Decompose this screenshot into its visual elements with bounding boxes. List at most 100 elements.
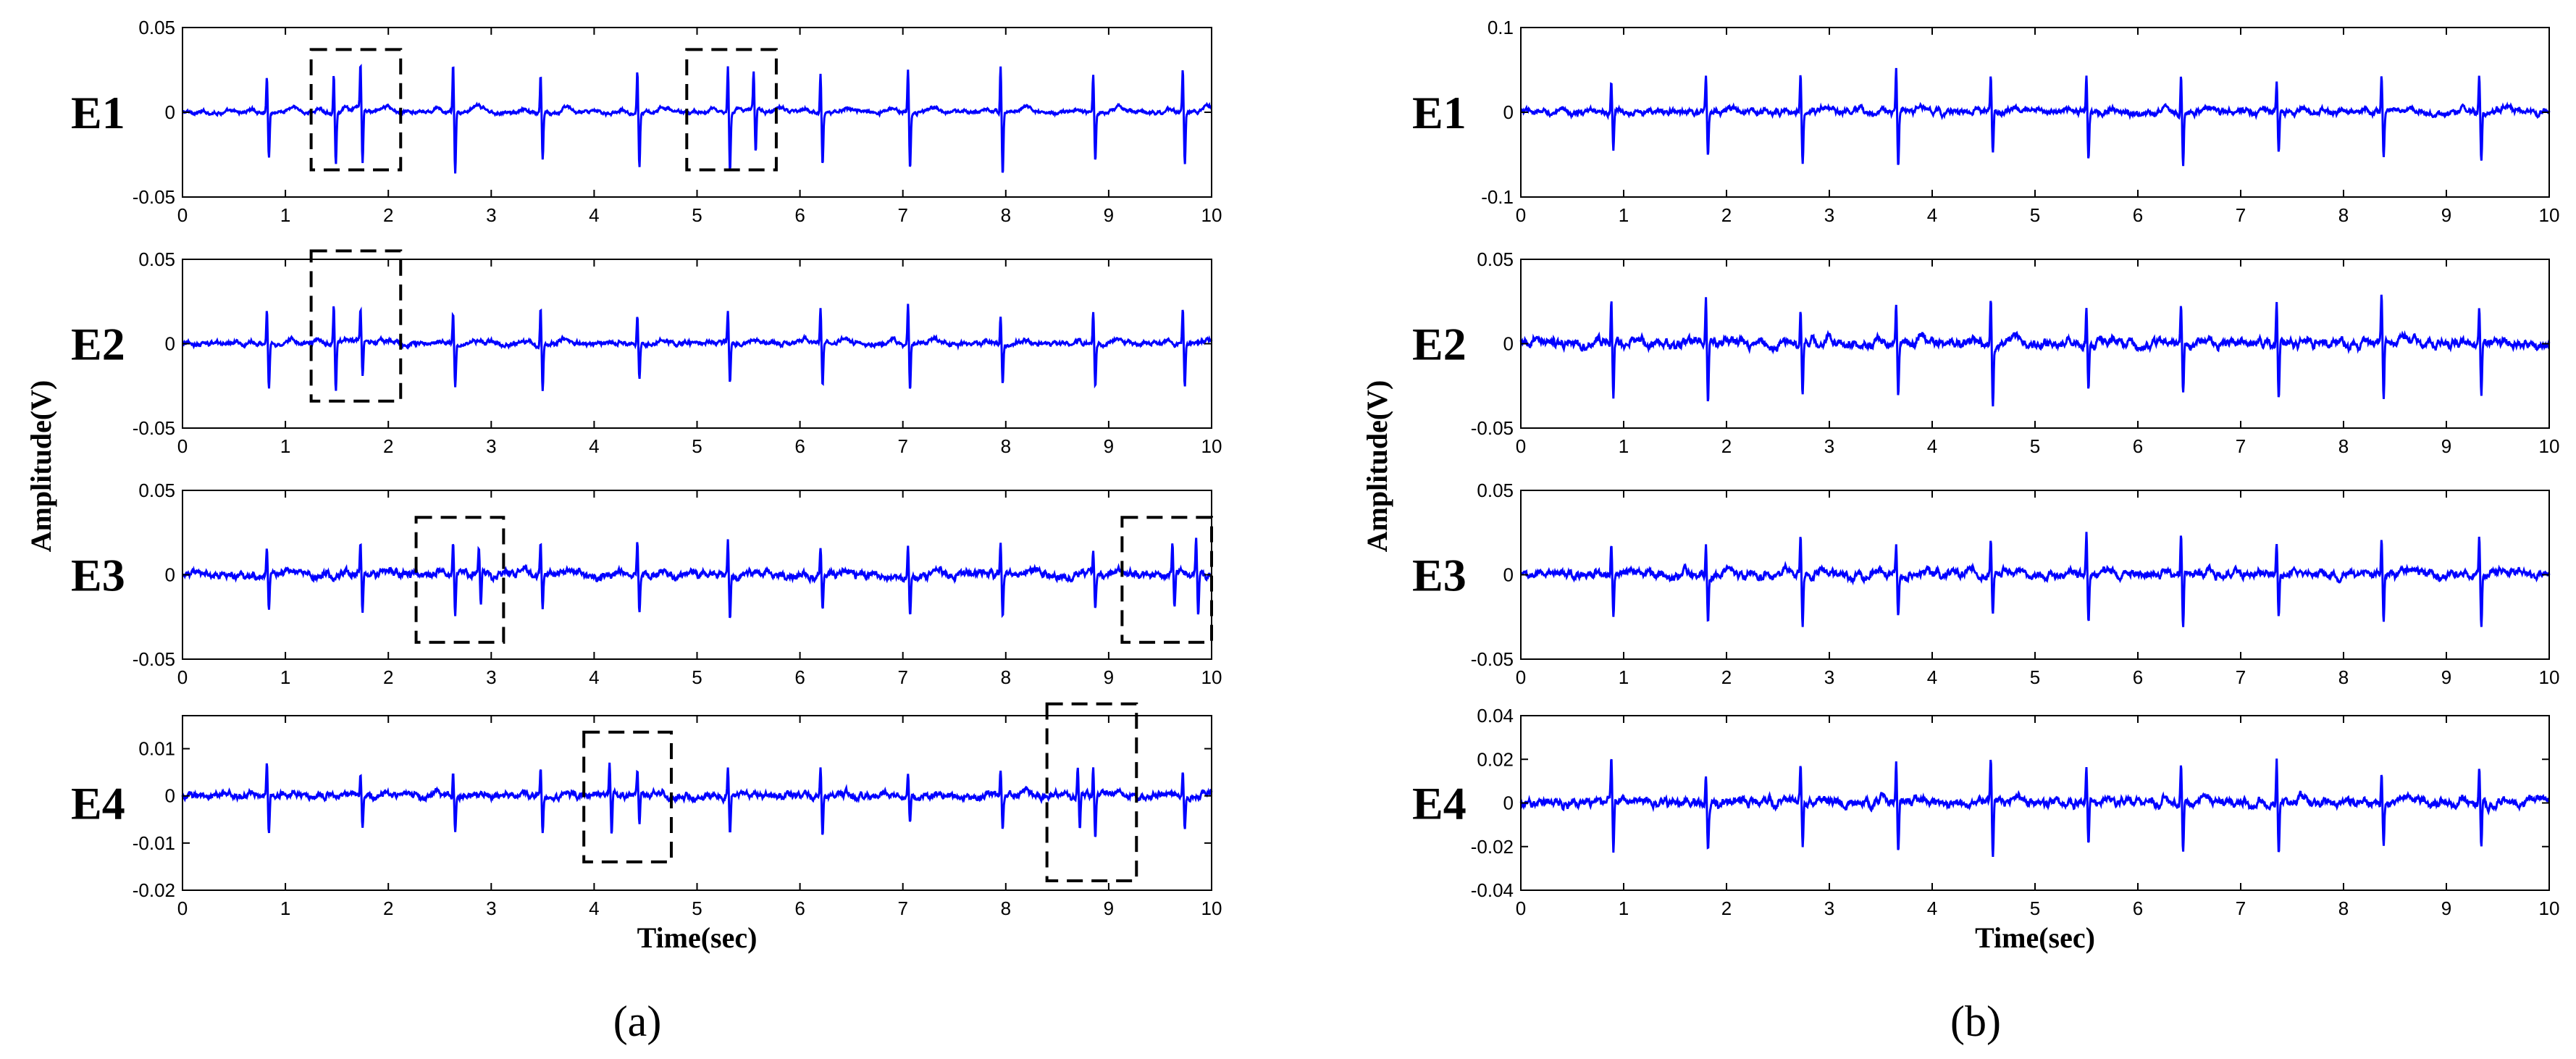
x-tick-label: 6 (794, 435, 805, 457)
y-tick-label: 0.01 (138, 738, 175, 760)
x-tick-label: 6 (2133, 666, 2143, 688)
x-tick-label: 4 (589, 666, 599, 688)
x-tick-label: 8 (1001, 666, 1011, 688)
y-tick-label: -0.1 (1481, 186, 1514, 208)
x-tick-label: 4 (1927, 435, 1937, 457)
x-tick-label: 7 (2236, 666, 2246, 688)
x-tick-label: 9 (2441, 666, 2451, 688)
subplot-e1: 0 1 2 3 4 5 6 7 8 9 10-0.100.1E1 (1412, 17, 2559, 226)
x-tick-label: 0 (177, 204, 188, 226)
x-tick-label: 7 (897, 666, 907, 688)
y-tick-label: 0.05 (138, 480, 175, 501)
x-tick-label: 0 (1516, 204, 1526, 226)
x-tick-label: 7 (2236, 204, 2246, 226)
x-tick-label: 3 (1824, 666, 1834, 688)
y-tick-label: -0.05 (1471, 648, 1514, 670)
x-tick-label: 10 (1201, 435, 1222, 457)
x-tick-label: 4 (1927, 204, 1937, 226)
y-tick-label: -0.04 (1471, 879, 1514, 901)
x-tick-label: 5 (2030, 666, 2040, 688)
x-tick-label: 4 (1927, 897, 1937, 919)
y-tick-label: 0 (165, 564, 175, 586)
x-tick-label: 8 (1001, 204, 1011, 226)
y-tick-label: -0.05 (133, 186, 175, 208)
electrode-label: E3 (71, 550, 125, 601)
y-axis-label: Amplitude(V) (1361, 380, 1393, 553)
x-tick-label: 10 (2539, 897, 2560, 919)
y-tick-label: -0.05 (133, 648, 175, 670)
x-tick-label: 8 (2338, 666, 2349, 688)
y-tick-label: 0 (165, 101, 175, 123)
x-axis-label: Time(sec) (637, 921, 758, 954)
y-tick-label: -0.02 (1471, 836, 1514, 858)
x-tick-label: 0 (1516, 897, 1526, 919)
x-tick-label: 9 (2441, 897, 2451, 919)
subplot-e4: 0 1 2 3 4 5 6 7 8 9 10 -0.04 -0.02 0 0.02 0.04 E4 (1412, 705, 2559, 919)
x-tick-label: 2 (383, 204, 393, 226)
x-tick-label: 6 (2133, 204, 2143, 226)
x-tick-label: 9 (1104, 435, 1114, 457)
x-tick-label: 0 (177, 666, 188, 688)
highlight-box (1120, 516, 1214, 644)
series-line-e4 (181, 762, 1213, 837)
x-tick-label: 5 (2030, 897, 2040, 919)
y-tick-label: 0.05 (138, 17, 175, 38)
highlight-box (414, 516, 505, 644)
y-tick-label: -0.02 (133, 879, 175, 901)
x-tick-label: 6 (2133, 897, 2143, 919)
x-tick-label: 0 (1516, 666, 1526, 688)
x-tick-label: 9 (1104, 666, 1114, 688)
x-tick-label: 10 (1201, 897, 1222, 919)
x-tick-label: 7 (2236, 897, 2246, 919)
y-tick-label: 0.05 (138, 248, 175, 270)
y-tick-label: 0 (165, 785, 175, 807)
x-tick-label: 3 (1824, 897, 1834, 919)
y-tick-label: 0 (165, 333, 175, 355)
x-tick-label: 1 (280, 666, 290, 688)
x-tick-label: 8 (1001, 897, 1011, 919)
x-tick-label: 4 (1927, 666, 1937, 688)
x-tick-label: 7 (897, 897, 907, 919)
x-tick-label: 2 (1721, 435, 1732, 457)
y-axis-label: Amplitude(V) (25, 380, 57, 553)
x-tick-label: 3 (486, 204, 496, 226)
electrode-label: E3 (1412, 550, 1467, 601)
series-line-e2 (181, 304, 1213, 391)
highlight-box (309, 249, 403, 403)
y-tick-label: -0.05 (1471, 417, 1514, 439)
series-line-e2 (1519, 294, 2551, 407)
x-tick-label: 1 (280, 897, 290, 919)
y-tick-label: 0 (1503, 333, 1514, 355)
y-tick-label: -0.01 (133, 832, 175, 854)
x-tick-label: 1 (280, 435, 290, 457)
x-tick-label: 10 (1201, 204, 1222, 226)
series-line-e1 (1519, 67, 2551, 167)
x-tick-label: 0 (177, 897, 188, 919)
x-tick-label: 8 (2338, 435, 2349, 457)
x-tick-label: 1 (280, 204, 290, 226)
x-tick-label: 1 (1619, 897, 1629, 919)
x-tick-label: 9 (2441, 435, 2451, 457)
x-tick-label: 2 (383, 435, 393, 457)
series-line-e1 (182, 63, 1212, 174)
x-tick-label: 6 (794, 666, 805, 688)
highlight-box (309, 48, 403, 172)
x-tick-label: 8 (2338, 204, 2349, 226)
y-tick-label: 0 (1503, 101, 1514, 123)
x-tick-label: 10 (2539, 435, 2560, 457)
highlight-box (582, 730, 673, 863)
x-tick-label: 10 (2539, 666, 2560, 688)
y-tick-label: -0.05 (133, 417, 175, 439)
panel-label: (b) (1950, 997, 2001, 1045)
x-axis-label: Time(sec) (1975, 921, 2095, 954)
y-tick-label: 0.02 (1477, 748, 1514, 770)
x-tick-label: 1 (1619, 666, 1629, 688)
y-tick-label: 0 (1503, 564, 1514, 586)
y-tick-label: 0.05 (1477, 480, 1514, 501)
